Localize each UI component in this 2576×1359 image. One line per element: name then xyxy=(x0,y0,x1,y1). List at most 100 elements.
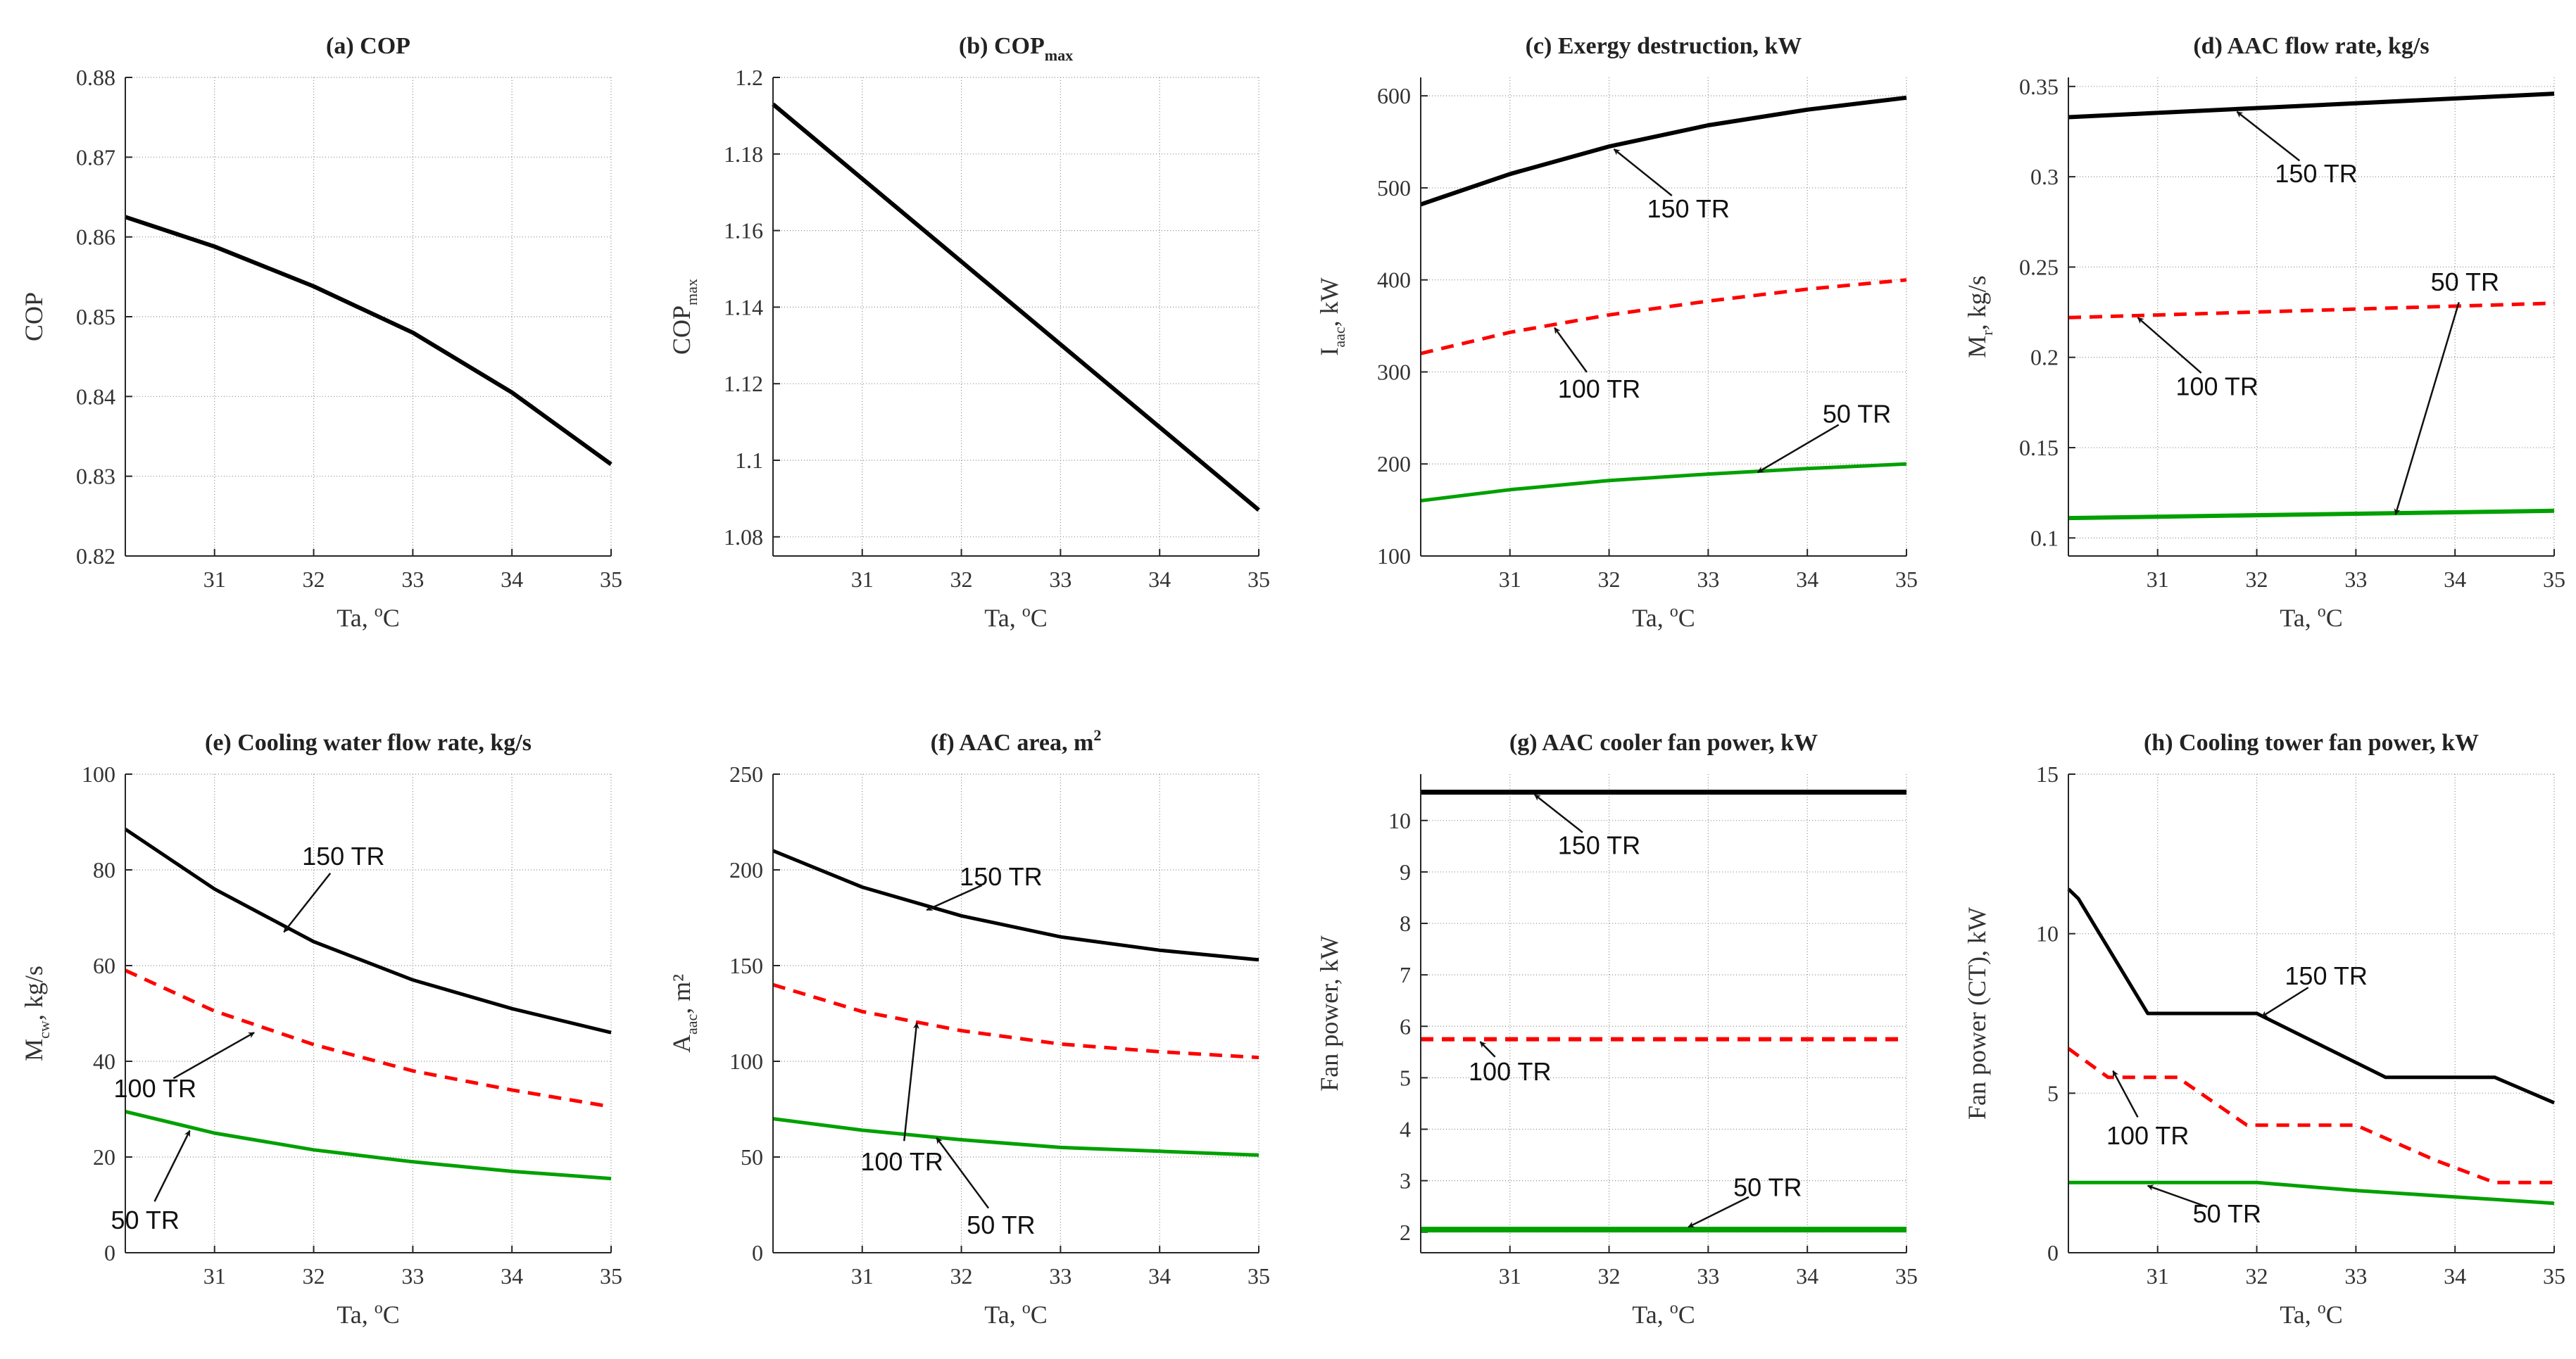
chart-title: (b) COPmax xyxy=(959,33,1073,64)
series-annotation-label: 100 TR xyxy=(860,1147,943,1176)
chart-title: (a) COP xyxy=(326,33,410,59)
y-axis-label: Aaac, m² xyxy=(667,974,700,1053)
x-tick-label: 34 xyxy=(501,567,523,592)
annotation-arrow xyxy=(1613,148,1673,196)
x-tick-label: 32 xyxy=(950,567,973,592)
x-tick-label: 33 xyxy=(401,567,424,592)
y-tick-label: 5 xyxy=(1400,1065,1411,1090)
y-tick-label: 10 xyxy=(2036,921,2059,947)
plot-area xyxy=(1421,774,1906,1253)
chart-panel-h: 0 5 10 15 31 32 33 34 35 150 TR 100 TR 50 TR (h) Coo… xyxy=(1963,730,2565,1329)
series-line-150-tr xyxy=(124,828,612,1035)
y-tick-label: 0.3 xyxy=(2030,164,2059,189)
annotation-arrow xyxy=(2394,302,2460,515)
series-annotation-label: 50 TR xyxy=(2193,1199,2261,1228)
y-tick-label: 1.2 xyxy=(735,65,763,90)
series-annotation-label: 100 TR xyxy=(2176,372,2258,401)
series-line-100-tr xyxy=(2067,1047,2554,1184)
chart-panel-f: 0 50 100 150 200 250 31 32 33 34 35 150 TR 100 TR 50 … xyxy=(667,726,1270,1329)
chart-title: (c) Exergy destruction, kW xyxy=(1526,33,1802,59)
y-tick-label: 200 xyxy=(1377,451,1411,476)
chart-panel-c: 100 200 300 400 500 600 31 32 33 34 35 150 TR 100 TR… xyxy=(1315,33,1918,632)
annotation-arrow xyxy=(2137,317,2202,374)
chart-title: (e) Cooling water flow rate, kg/s xyxy=(205,730,532,756)
y-tick-label: 80 xyxy=(93,857,115,883)
plot-area xyxy=(2068,77,2554,556)
y-tick-label: 4 xyxy=(1400,1117,1411,1142)
y-tick-label: 150 xyxy=(729,953,763,978)
series-line-100-tr xyxy=(772,982,1259,1060)
series-annotation-label: 50 TR xyxy=(2431,267,2499,296)
series-annotation-label: 150 TR xyxy=(2285,961,2367,990)
y-tick-label: 8 xyxy=(1400,911,1411,936)
x-tick-label: 35 xyxy=(2543,1263,2565,1289)
y-axis-label: Mr, kg/s xyxy=(1963,275,1996,358)
y-axis-label: Mcw, kg/s xyxy=(20,966,53,1061)
y-tick-label: 300 xyxy=(1377,359,1411,384)
y-tick-label: 20 xyxy=(93,1144,115,1170)
series-line-50-tr xyxy=(772,1117,1259,1157)
y-axis-label: COPmax xyxy=(667,279,700,355)
annotation-arrow xyxy=(2236,110,2301,162)
y-tick-label: 6 xyxy=(1400,1013,1411,1039)
x-tick-label: 33 xyxy=(1697,1263,1719,1289)
annotation-arrow xyxy=(926,884,983,911)
x-axis-label: Ta, oC xyxy=(1632,1299,1695,1329)
x-tick-label: 34 xyxy=(1148,567,1171,592)
annotation-arrow xyxy=(283,872,332,933)
y-tick-label: 9 xyxy=(1400,859,1411,885)
x-tick-label: 33 xyxy=(2344,567,2367,592)
chart-panel-b: 1.08 1.1 1.12 1.14 1.16 1.18 1.2 31 32 33 34 35 (b) … xyxy=(667,33,1270,632)
y-tick-label: 1.1 xyxy=(735,448,763,473)
x-axis-label: Ta, oC xyxy=(2280,1299,2342,1329)
annotation-arrow xyxy=(172,1032,255,1080)
y-tick-label: 0 xyxy=(752,1240,763,1265)
x-tick-label: 35 xyxy=(2543,567,2565,592)
y-tick-label: 15 xyxy=(2036,761,2059,787)
plot-area xyxy=(773,774,1259,1253)
x-tick-label: 31 xyxy=(851,567,874,592)
y-tick-label: 500 xyxy=(1377,175,1411,201)
y-tick-label: 0 xyxy=(104,1240,115,1265)
series-annotation-label: 100 TR xyxy=(1469,1057,1551,1086)
x-tick-label: 35 xyxy=(1895,1263,1918,1289)
x-tick-label: 34 xyxy=(1148,1263,1171,1289)
series-annotation-label: 150 TR xyxy=(1558,830,1640,859)
x-tick-label: 34 xyxy=(1796,567,1818,592)
annotation-arrow xyxy=(2261,987,2309,1018)
y-tick-label: 1.14 xyxy=(724,294,763,320)
series-line-150-tr xyxy=(772,849,1259,962)
x-tick-label: 33 xyxy=(1049,1263,1072,1289)
chart-title: (d) AAC flow rate, kg/s xyxy=(2193,33,2429,59)
series-line-50-tr xyxy=(125,1109,612,1181)
series-line-100-tr xyxy=(124,968,612,1109)
x-axis-label: Ta, oC xyxy=(337,1299,399,1329)
x-tick-label: 32 xyxy=(1598,567,1621,592)
annotation-arrow xyxy=(2147,1184,2208,1208)
x-tick-label: 33 xyxy=(401,1263,424,1289)
series-line-50-tr xyxy=(2068,508,2555,521)
x-tick-label: 35 xyxy=(600,1263,622,1289)
series-line-150-tr xyxy=(2068,91,2555,120)
x-tick-label: 32 xyxy=(303,1263,325,1289)
series-line-100-tr xyxy=(1420,278,1907,355)
annotation-arrow xyxy=(1554,327,1588,373)
y-tick-label: 100 xyxy=(82,761,115,787)
x-tick-label: 33 xyxy=(2344,1263,2367,1289)
y-tick-label: 60 xyxy=(93,953,115,978)
chart-title: (f) AAC area, m2 xyxy=(931,726,1102,756)
series-annotation-label: 50 TR xyxy=(1733,1173,1802,1202)
y-tick-label: 200 xyxy=(729,857,763,883)
annotation-arrow xyxy=(936,1137,990,1209)
y-tick-label: 0.87 xyxy=(76,144,115,170)
annotation-arrow xyxy=(1534,794,1583,833)
y-tick-label: 0.25 xyxy=(2019,254,2059,279)
x-axis-label: Ta, oC xyxy=(2280,602,2342,632)
series-annotation-label: 50 TR xyxy=(111,1206,179,1234)
y-tick-label: 0.85 xyxy=(76,304,115,329)
x-tick-label: 34 xyxy=(2444,567,2466,592)
x-tick-label: 32 xyxy=(950,1263,973,1289)
y-tick-label: 7 xyxy=(1400,962,1411,987)
y-tick-label: 3 xyxy=(1400,1168,1411,1194)
